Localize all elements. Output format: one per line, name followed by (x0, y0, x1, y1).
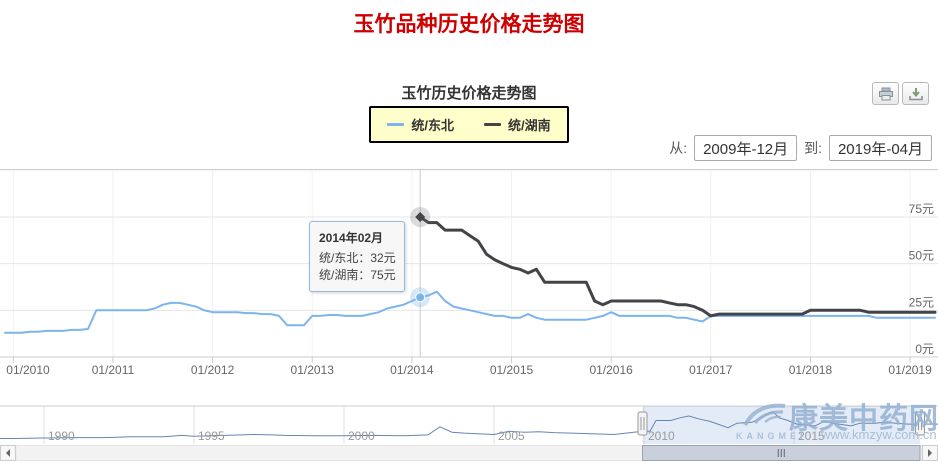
legend: 统/东北 统/湖南 (0, 106, 938, 143)
chart-top-divider (0, 169, 938, 170)
point-marker-diamond (415, 212, 426, 222)
legend-item-0[interactable]: 统/东北 (387, 115, 454, 134)
nav-handle-left[interactable] (637, 411, 648, 436)
y-axis-label: 75元 (909, 202, 934, 216)
navigator[interactable]: 1990 1995 2000 2005 2010 2015 (0, 395, 938, 462)
x-axis-label: 01/2012 (191, 363, 235, 377)
nav-year-label: 2010 (648, 429, 675, 443)
main-chart[interactable]: 01/2010 01/2011 01/2012 01/2013 01/2014 01/20… (0, 170, 938, 385)
range-from-label: 从: (669, 140, 688, 156)
legend-label: 统/东北 (411, 118, 454, 133)
nav-year-label: 1990 (48, 429, 75, 443)
x-axis-label: 01/2017 (689, 363, 733, 377)
series-line-1[interactable] (418, 215, 937, 318)
legend-marker (387, 123, 405, 126)
page-title: 玉竹品种历史价格走势图 (353, 13, 585, 36)
series-line-0[interactable] (4, 290, 936, 334)
printer-icon (878, 87, 893, 100)
y-axis-label: 0元 (915, 342, 934, 356)
x-axis-label: 01/2011 (92, 363, 135, 377)
range-from-input[interactable] (694, 135, 798, 161)
x-axis-label: 01/2014 (390, 363, 434, 377)
x-axis-label: 01/2018 (789, 363, 833, 377)
date-range-bar: 从: 到: (669, 135, 932, 161)
legend-label: 统/湖南 (508, 118, 551, 133)
nav-year-label: 2015 (798, 429, 825, 443)
x-axis-label: 01/2013 (291, 363, 335, 377)
legend-box: 统/东北 统/湖南 (369, 106, 569, 143)
x-axis-label: 01/2019 (888, 363, 932, 377)
range-to-label: 到: (804, 140, 822, 156)
point-marker-circle (415, 292, 426, 303)
y-axis-label: 50元 (909, 249, 934, 263)
download-button[interactable] (902, 82, 929, 105)
y-axis-label: 25元 (909, 295, 934, 309)
nav-selection[interactable] (642, 406, 921, 444)
chart-title: 玉竹历史价格走势图 (401, 85, 537, 102)
print-button[interactable] (872, 82, 899, 105)
download-icon (908, 87, 923, 100)
nav-series-line (0, 410, 938, 439)
nav-handle-right[interactable] (915, 411, 925, 436)
nav-year-label: 2005 (498, 429, 525, 443)
arrow-right-icon (928, 449, 932, 457)
x-axis-label: 01/2010 (6, 363, 50, 377)
legend-marker (484, 123, 501, 126)
nav-year-label: 2000 (348, 429, 375, 443)
x-axis-label: 01/2015 (490, 363, 534, 377)
range-to-input[interactable] (829, 135, 932, 161)
x-axis-label: 01/2016 (589, 363, 633, 377)
arrow-left-icon (6, 449, 10, 457)
nav-year-label: 1995 (198, 429, 225, 443)
legend-item-1[interactable]: 统/湖南 (484, 115, 551, 134)
